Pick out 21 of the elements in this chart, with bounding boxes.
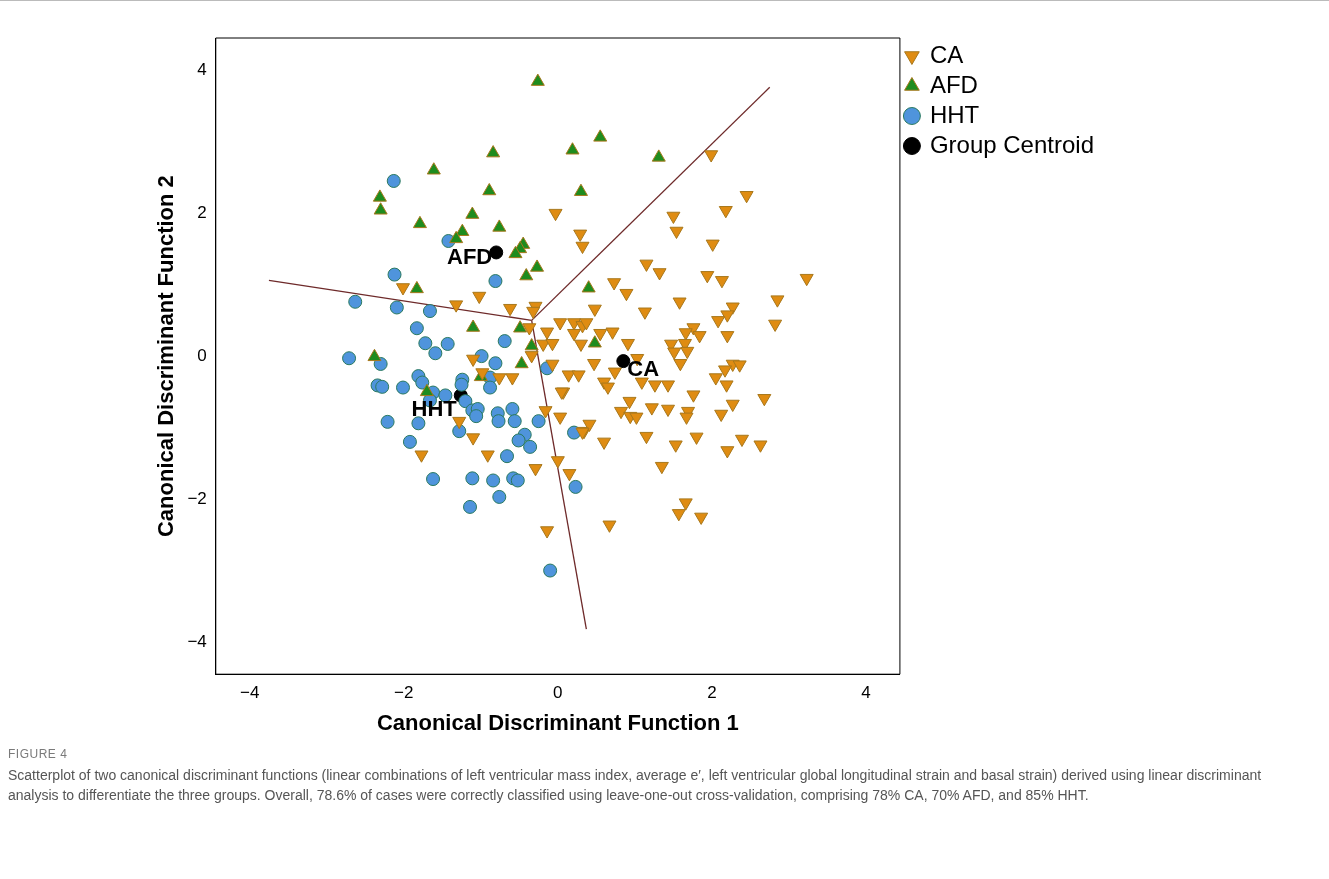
x-tick-label: 0 [553,683,563,703]
y-axis-title: Canonical Discriminant Function 2 [153,175,179,538]
annotation: HHT [411,396,458,422]
text: Scatterplot of two canonical discriminant functions (linear combinations of left ventricular mass index, average e′, left ventricular global longitudinal strain and basal strain) derived using linear discriminant analysis to differentiate the three groups. Overall, 78.6% of cases were correctly classified using leave-one-out cross-validation, comprising 78% CA, 70% AFD, and 85% HHT. [8,766,1263,805]
legend-label: HHT [929,100,980,128]
legend-label: CA [929,40,964,68]
annotation: AFD [447,243,493,269]
legend-label: Group Centroid [929,130,1095,158]
x-tick-label: −2 [394,683,414,703]
y-tick-label: −2 [187,488,207,508]
x-axis-title: Canonical Discriminant Function 1 [376,709,739,735]
y-tick-label: 0 [197,345,207,365]
annotation: CA [627,356,660,382]
x-tick-label: 4 [861,683,871,703]
x-tick-label: 2 [707,683,717,703]
x-tick-label: −4 [239,683,260,703]
y-tick-label: 4 [197,59,207,79]
caption: FIGURE 4 [8,747,69,761]
legend-label: AFD [929,70,978,98]
y-tick-label: 2 [197,202,207,222]
y-tick-label: −4 [187,631,207,651]
